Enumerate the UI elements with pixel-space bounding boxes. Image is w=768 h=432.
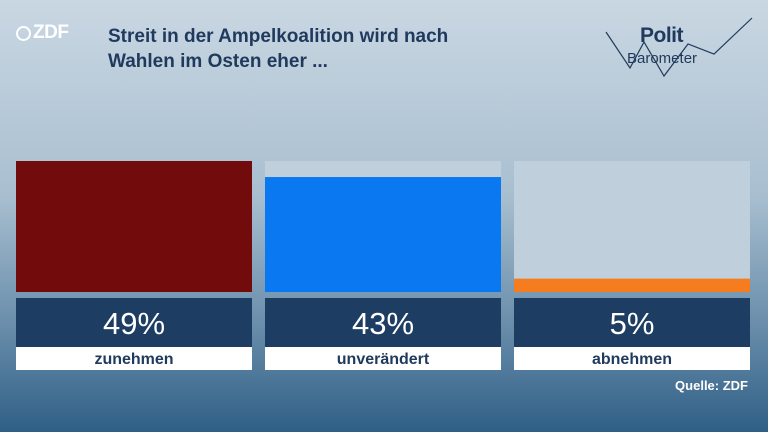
category-label: unverändert bbox=[337, 351, 430, 368]
bar-3 bbox=[514, 278, 750, 292]
value-label-box bbox=[265, 298, 501, 347]
politbarometer-barometer-text: Barometer bbox=[627, 50, 698, 67]
source-note: Quelle: ZDF bbox=[675, 378, 748, 393]
value-label: 43% bbox=[352, 306, 414, 341]
chart-title-line1: Streit in der Ampelkoalition wird nach bbox=[108, 26, 449, 47]
category-label: zunehmen bbox=[94, 351, 173, 368]
value-label-box bbox=[16, 298, 252, 347]
value-label: 5% bbox=[610, 306, 655, 341]
category-strip bbox=[265, 347, 501, 370]
value-label-box bbox=[514, 298, 750, 347]
politbarometer-zigzag-icon bbox=[605, 17, 753, 78]
zdf-logo-ring-icon bbox=[16, 25, 31, 41]
category-strip bbox=[16, 347, 252, 370]
zdf-logo: ZDF bbox=[16, 22, 69, 44]
bar-track bbox=[514, 161, 750, 292]
zdf-logo-text: ZDF bbox=[33, 22, 69, 43]
category-label: abnehmen bbox=[592, 351, 672, 368]
politbarometer-logo: Polit Barometer bbox=[604, 14, 754, 84]
category-strip bbox=[514, 347, 750, 370]
value-label: 49% bbox=[103, 306, 165, 341]
bar-2 bbox=[265, 177, 501, 292]
chart-title-line2: Wahlen im Osten eher ... bbox=[108, 51, 328, 72]
chart-title: Streit in der Ampelkoalition wird nach W… bbox=[108, 24, 588, 74]
bar-1 bbox=[16, 161, 252, 292]
politbarometer-polit-text: Polit bbox=[640, 24, 684, 47]
